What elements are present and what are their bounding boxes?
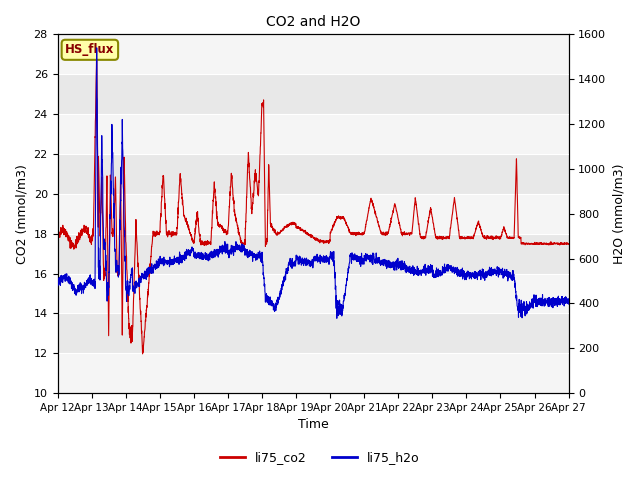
Bar — [58, 35, 568, 74]
Legend: li75_co2, li75_h2o: li75_co2, li75_h2o — [215, 446, 425, 469]
Bar — [58, 353, 568, 393]
Text: HS_flux: HS_flux — [65, 43, 115, 56]
Title: CO2 and H2O: CO2 and H2O — [266, 15, 360, 29]
Bar — [58, 114, 568, 154]
Y-axis label: H2O (mmol/m3): H2O (mmol/m3) — [612, 164, 625, 264]
Bar — [58, 313, 568, 353]
Y-axis label: CO2 (mmol/m3): CO2 (mmol/m3) — [15, 164, 28, 264]
X-axis label: Time: Time — [298, 419, 328, 432]
Bar — [58, 74, 568, 114]
Bar — [58, 234, 568, 274]
Bar — [58, 154, 568, 194]
Bar — [58, 274, 568, 313]
Bar — [58, 194, 568, 234]
